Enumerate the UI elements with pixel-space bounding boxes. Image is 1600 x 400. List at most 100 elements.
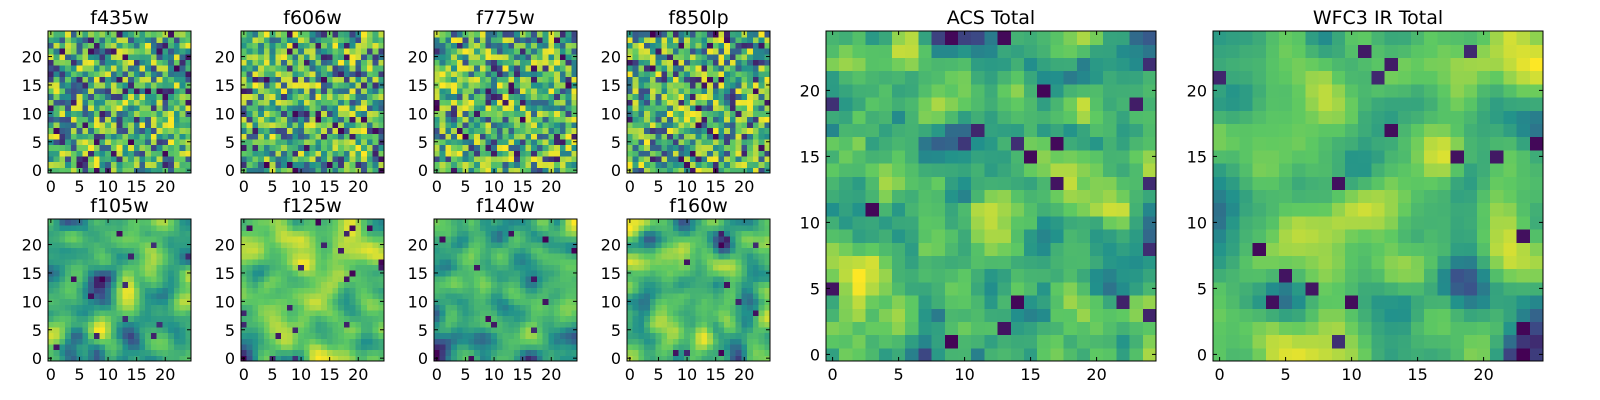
heatmap-cell bbox=[252, 116, 259, 123]
y-tick-label: 5 bbox=[225, 321, 235, 340]
heatmap-cell bbox=[292, 270, 299, 277]
y-tick-label: 20 bbox=[601, 48, 621, 67]
heatmap-cell bbox=[366, 287, 374, 294]
heatmap-cell bbox=[491, 349, 498, 356]
heatmap-cell bbox=[59, 42, 66, 49]
heatmap-cell bbox=[678, 53, 685, 60]
heatmap-cell bbox=[508, 292, 515, 300]
heatmap-cell bbox=[747, 355, 754, 362]
heatmap-cell bbox=[632, 315, 640, 322]
heatmap-cell bbox=[298, 133, 305, 140]
heatmap-cell bbox=[707, 292, 714, 300]
heatmap-cell bbox=[649, 338, 657, 345]
heatmap-cell bbox=[326, 110, 334, 117]
heatmap-cell bbox=[105, 82, 112, 89]
heatmap-cell bbox=[361, 349, 368, 356]
heatmap-cell bbox=[519, 70, 527, 78]
heatmap-cell bbox=[349, 270, 356, 277]
heatmap-cell bbox=[542, 116, 549, 123]
heatmap-cell bbox=[372, 150, 379, 157]
heatmap-cell bbox=[309, 264, 316, 271]
heatmap-cell bbox=[338, 76, 345, 83]
heatmap-cell bbox=[707, 110, 714, 117]
heatmap-cell bbox=[649, 127, 657, 134]
heatmap-cell bbox=[82, 48, 89, 55]
heatmap-cell bbox=[661, 343, 668, 351]
heatmap-cell bbox=[451, 355, 458, 362]
heatmap-cell bbox=[298, 116, 305, 123]
heatmap-cell bbox=[525, 355, 532, 362]
heatmap-cell bbox=[361, 315, 368, 322]
heatmap-cell bbox=[707, 144, 714, 151]
heatmap-cell bbox=[355, 298, 362, 305]
heatmap-cell bbox=[724, 110, 731, 117]
x-tick-label: 15 bbox=[705, 177, 725, 196]
heatmap-cell bbox=[326, 76, 334, 83]
heatmap-cell bbox=[638, 42, 645, 49]
heatmap-cell bbox=[70, 70, 78, 78]
heatmap-cell bbox=[649, 59, 657, 66]
heatmap-cell bbox=[468, 76, 475, 83]
heatmap-cell bbox=[93, 315, 101, 322]
heatmap-cell bbox=[286, 110, 294, 117]
heatmap-cell bbox=[343, 343, 351, 351]
heatmap-cell bbox=[519, 121, 527, 129]
heatmap-cell bbox=[627, 36, 634, 43]
heatmap-cell bbox=[128, 270, 135, 277]
heatmap-cell bbox=[678, 304, 685, 311]
heatmap-cell bbox=[82, 70, 89, 78]
heatmap-cell bbox=[116, 321, 123, 328]
heatmap-cell bbox=[655, 36, 662, 43]
heatmap-cell bbox=[536, 127, 544, 134]
heatmap-cell bbox=[741, 127, 748, 134]
heatmap-cell bbox=[536, 144, 544, 151]
heatmap-cell bbox=[735, 104, 742, 112]
heatmap-cell bbox=[156, 167, 163, 174]
heatmap-cell bbox=[485, 87, 492, 95]
heatmap-cell bbox=[758, 59, 765, 66]
heatmap-cell bbox=[145, 321, 152, 328]
heatmap-cell bbox=[70, 309, 78, 317]
heatmap-cell bbox=[565, 53, 572, 60]
heatmap-cell bbox=[292, 70, 299, 78]
heatmap-cell bbox=[76, 53, 83, 60]
heatmap-cell bbox=[644, 309, 651, 317]
heatmap-cell bbox=[332, 110, 339, 117]
heatmap-cell bbox=[741, 36, 748, 43]
heatmap-cell bbox=[53, 315, 61, 322]
heatmap-cell bbox=[718, 36, 725, 43]
heatmap-cell bbox=[707, 332, 714, 339]
heatmap-cell bbox=[70, 104, 78, 112]
y-tick-label: 20 bbox=[215, 236, 235, 255]
heatmap-cell bbox=[99, 343, 106, 351]
heatmap-cell bbox=[554, 59, 561, 66]
heatmap-cell bbox=[105, 42, 112, 49]
heatmap-cell bbox=[434, 338, 441, 345]
heatmap-cell bbox=[252, 253, 259, 260]
heatmap-cell bbox=[684, 127, 691, 134]
heatmap-cell bbox=[502, 59, 509, 66]
heatmap-cell bbox=[338, 104, 345, 112]
heatmap-cell bbox=[110, 48, 118, 55]
heatmap-cell bbox=[338, 53, 345, 60]
heatmap-cell bbox=[338, 161, 345, 168]
heatmap-cell bbox=[712, 42, 720, 49]
heatmap-cell bbox=[185, 309, 192, 317]
heatmap-cell bbox=[315, 270, 322, 277]
heatmap-cell bbox=[110, 230, 118, 237]
heatmap-cell bbox=[76, 42, 83, 49]
heatmap-cell bbox=[638, 138, 645, 146]
heatmap-cell bbox=[672, 138, 680, 146]
heatmap-cell bbox=[105, 87, 112, 95]
heatmap-cell bbox=[65, 332, 72, 339]
heatmap-cell bbox=[269, 93, 276, 100]
heatmap-cell bbox=[326, 281, 334, 288]
heatmap-cell bbox=[479, 87, 487, 95]
heatmap-cell bbox=[343, 99, 351, 106]
heatmap-cell bbox=[638, 298, 645, 305]
heatmap-cell bbox=[355, 253, 362, 260]
heatmap-cell bbox=[179, 31, 186, 38]
heatmap-cell bbox=[173, 219, 181, 226]
heatmap-cell bbox=[701, 121, 708, 129]
heatmap-cell bbox=[252, 219, 259, 226]
